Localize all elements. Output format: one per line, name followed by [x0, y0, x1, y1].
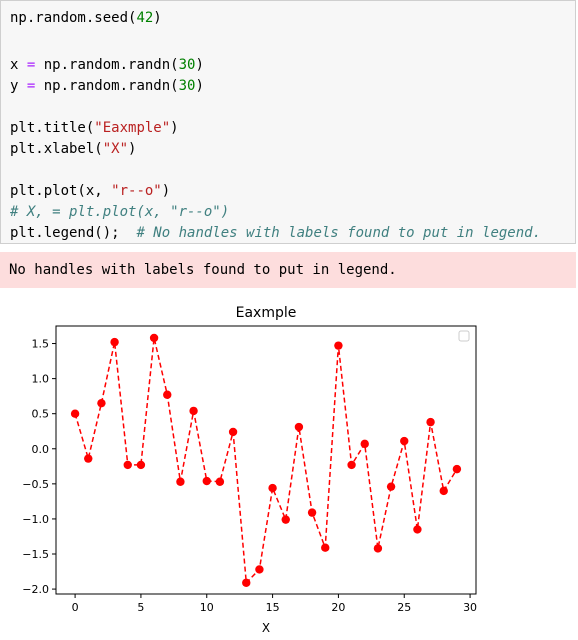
data-point: [255, 565, 264, 574]
data-point: [84, 454, 93, 463]
data-point: [202, 476, 211, 486]
data-point: [334, 341, 343, 350]
x-tick-label: 10: [200, 601, 214, 614]
code-line-4: plt.title("Eaxmple"): [10, 120, 179, 136]
y-tick-label: 1.5: [32, 338, 50, 351]
y-tick-label: −1.0: [22, 513, 49, 526]
stderr-output: No handles with labels found to put in l…: [0, 252, 576, 288]
plot-output: Eaxmple −2.0 −1.5 −1.0 −0.5 0.0 0.5 1.0 1.5 0 5 1…: [22, 305, 477, 635]
data-point: [123, 460, 132, 470]
code-line-8: plt.legend(); # No handles with labels f…: [10, 225, 542, 241]
data-point: [136, 460, 146, 470]
data-point: [307, 508, 317, 517]
y-tick-label: −0.5: [22, 478, 49, 491]
data-point: [426, 417, 435, 427]
data-point: [452, 464, 462, 474]
data-point: [189, 406, 198, 416]
x-tick-label: 30: [463, 601, 477, 614]
data-point: [347, 460, 356, 470]
code-cell[interactable]: np.random.seed(42) x = np.random.randn(3…: [0, 0, 576, 244]
series-layer: [70, 333, 462, 587]
data-point: [97, 398, 106, 408]
y-tick-label: −1.5: [22, 548, 49, 561]
data-point: [281, 515, 290, 524]
data-point: [400, 436, 409, 446]
x-tick-label: 15: [266, 601, 280, 614]
legend-box: [458, 330, 470, 342]
y-tick-label: 0.5: [32, 408, 50, 421]
data-point: [321, 543, 330, 552]
y-tick-label: 0.0: [32, 443, 50, 456]
plot-frame: [55, 325, 477, 595]
code-line-1: np.random.seed(42): [10, 10, 162, 26]
data-point: [373, 544, 383, 553]
data-point: [215, 477, 225, 486]
data-point: [110, 337, 119, 347]
x-tick-label: 20: [331, 601, 345, 614]
data-point: [386, 482, 396, 491]
x-axis: 0 5 10 15 20 25 30: [72, 594, 477, 614]
data-point: [149, 333, 159, 343]
data-point: [360, 439, 369, 449]
x-tick-label: 25: [397, 601, 411, 614]
x-tick-label: 0: [72, 601, 79, 614]
x-tick-label: 5: [137, 601, 144, 614]
chart-title: Eaxmple: [236, 305, 297, 321]
data-point: [294, 422, 304, 432]
x-axis-label: X: [262, 621, 270, 635]
data-point: [439, 486, 448, 496]
data-point: [242, 578, 251, 587]
data-point: [163, 390, 172, 399]
code-line-2: x = np.random.randn(30): [10, 57, 204, 73]
code-line-6: plt.plot(x, "r--o"): [10, 183, 171, 199]
y-tick-label: 1.0: [32, 373, 50, 386]
y-axis: −2.0 −1.5 −1.0 −0.5 0.0 0.5 1.0 1.5: [22, 338, 56, 596]
code-line-7: # X, = plt.plot(x, "r--o"): [10, 204, 230, 220]
data-point: [413, 525, 422, 534]
data-point: [268, 483, 277, 493]
code-line-3: y = np.random.randn(30): [10, 78, 204, 94]
data-point: [228, 427, 238, 437]
y-tick-label: −2.0: [22, 583, 49, 596]
data-point: [176, 477, 185, 486]
data-point: [70, 409, 80, 418]
code-line-5: plt.xlabel("X"): [10, 141, 137, 157]
